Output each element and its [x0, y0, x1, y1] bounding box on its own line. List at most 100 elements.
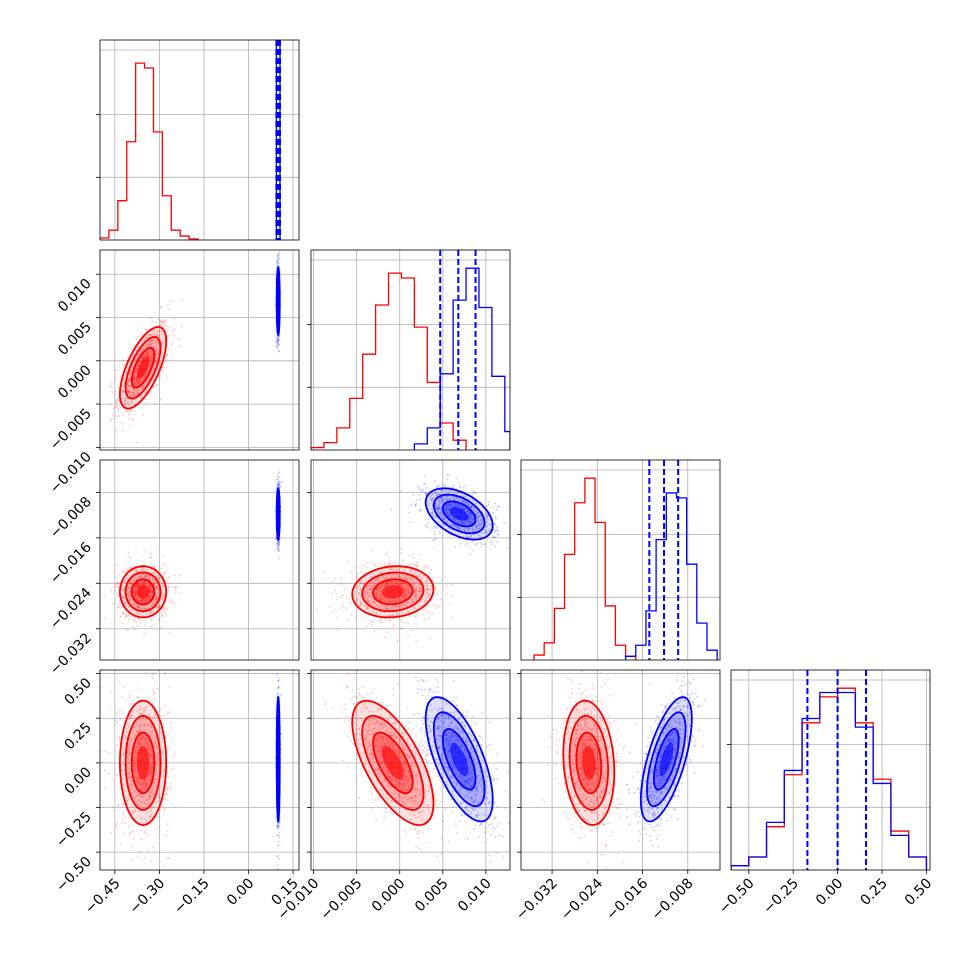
scatter-point — [167, 799, 169, 802]
scatter-point — [440, 598, 442, 601]
scatter-point — [133, 344, 136, 347]
scatter-point — [132, 590, 135, 592]
scatter-point — [415, 573, 417, 576]
scatter-point — [435, 507, 438, 510]
scatter-point — [487, 501, 490, 503]
scatter-point — [136, 745, 138, 748]
scatter-point — [161, 351, 163, 354]
scatter-point — [131, 810, 134, 813]
scatter-point — [141, 598, 144, 601]
scatter-point — [396, 614, 399, 616]
scatter-point — [449, 490, 452, 492]
scatter-point — [371, 621, 374, 623]
scatter-point — [167, 600, 170, 603]
scatter-point — [496, 530, 499, 532]
scatter-point — [167, 348, 170, 351]
scatter-point — [414, 570, 417, 573]
scatter-point — [436, 526, 439, 528]
scatter-point — [434, 491, 437, 494]
scatter-point — [169, 632, 171, 635]
scatter-point — [472, 549, 474, 552]
scatter-point — [160, 597, 163, 599]
scatter-point — [473, 507, 476, 509]
scatter-point — [156, 576, 159, 579]
scatter-point — [135, 381, 137, 383]
scatter-point — [377, 580, 380, 583]
scatter-point — [432, 496, 435, 499]
scatter-point — [276, 346, 279, 349]
scatter-point — [117, 582, 120, 585]
joint-panel-0-2 — [99, 459, 300, 661]
scatter-point — [467, 518, 469, 521]
scatter-point — [149, 333, 152, 336]
scatter-point — [425, 566, 427, 568]
scatter-point — [136, 585, 139, 588]
scatter-point — [153, 691, 156, 694]
scatter-point — [358, 584, 360, 587]
scatter-point — [363, 604, 366, 607]
scatter-point — [172, 849, 175, 851]
scatter-point — [463, 496, 465, 498]
scatter-point — [160, 582, 163, 585]
contour-line-blue — [441, 500, 477, 528]
scatter-point — [404, 577, 407, 580]
scatter-point — [130, 716, 133, 719]
scatter-point — [109, 706, 112, 708]
scatter-point — [149, 333, 152, 336]
scatter-point — [123, 401, 126, 403]
scatter-point — [146, 372, 148, 374]
scatter-point — [139, 349, 142, 351]
scatter-point — [156, 342, 159, 345]
scatter-point — [373, 564, 376, 567]
scatter-point — [409, 576, 412, 579]
scatter-point — [403, 604, 406, 607]
scatter-point — [129, 370, 132, 373]
scatter-point — [149, 613, 152, 616]
scatter-point — [375, 611, 378, 614]
scatter-point — [147, 595, 150, 598]
scatter-point — [155, 586, 158, 589]
scatter-point — [418, 493, 421, 496]
scatter-point — [379, 599, 382, 602]
scatter-point — [156, 757, 159, 760]
joint-panel-0-3-content — [100, 647, 299, 870]
scatter-point — [444, 517, 446, 520]
scatter-point — [134, 587, 137, 589]
scatter-point — [392, 573, 395, 576]
scatter-point — [476, 516, 479, 519]
scatter-point — [426, 565, 429, 568]
scatter-point — [404, 592, 406, 594]
scatter-point — [330, 611, 333, 613]
scatter-point — [156, 348, 158, 351]
scatter-point — [152, 647, 154, 649]
scatter-point — [137, 585, 139, 588]
scatter-point — [277, 548, 280, 551]
scatter-point — [129, 714, 132, 717]
scatter-point — [137, 777, 140, 780]
scatter-point — [398, 596, 401, 599]
scatter-point — [469, 528, 471, 530]
scatter-point — [125, 359, 128, 362]
scatter-point — [139, 600, 142, 602]
scatter-point — [117, 605, 120, 608]
scatter-point — [136, 380, 138, 382]
scatter-point — [494, 516, 497, 518]
scatter-point — [124, 822, 127, 824]
scatter-point — [389, 607, 391, 610]
scatter-point — [419, 577, 422, 580]
scatter-point — [402, 560, 404, 562]
scatter-point — [123, 602, 126, 604]
scatter-point — [452, 492, 455, 495]
scatter-point — [145, 831, 147, 833]
scatter-point — [141, 386, 144, 389]
scatter-point — [149, 334, 152, 336]
scatter-point — [459, 520, 462, 523]
scatter-point — [127, 401, 129, 404]
scatter-point — [141, 355, 143, 358]
scatter-point — [144, 329, 147, 331]
scatter-point — [129, 400, 132, 403]
scatter-point — [414, 590, 416, 592]
scatter-point — [122, 597, 124, 599]
scatter-point — [136, 856, 139, 859]
scatter-point — [454, 498, 456, 501]
